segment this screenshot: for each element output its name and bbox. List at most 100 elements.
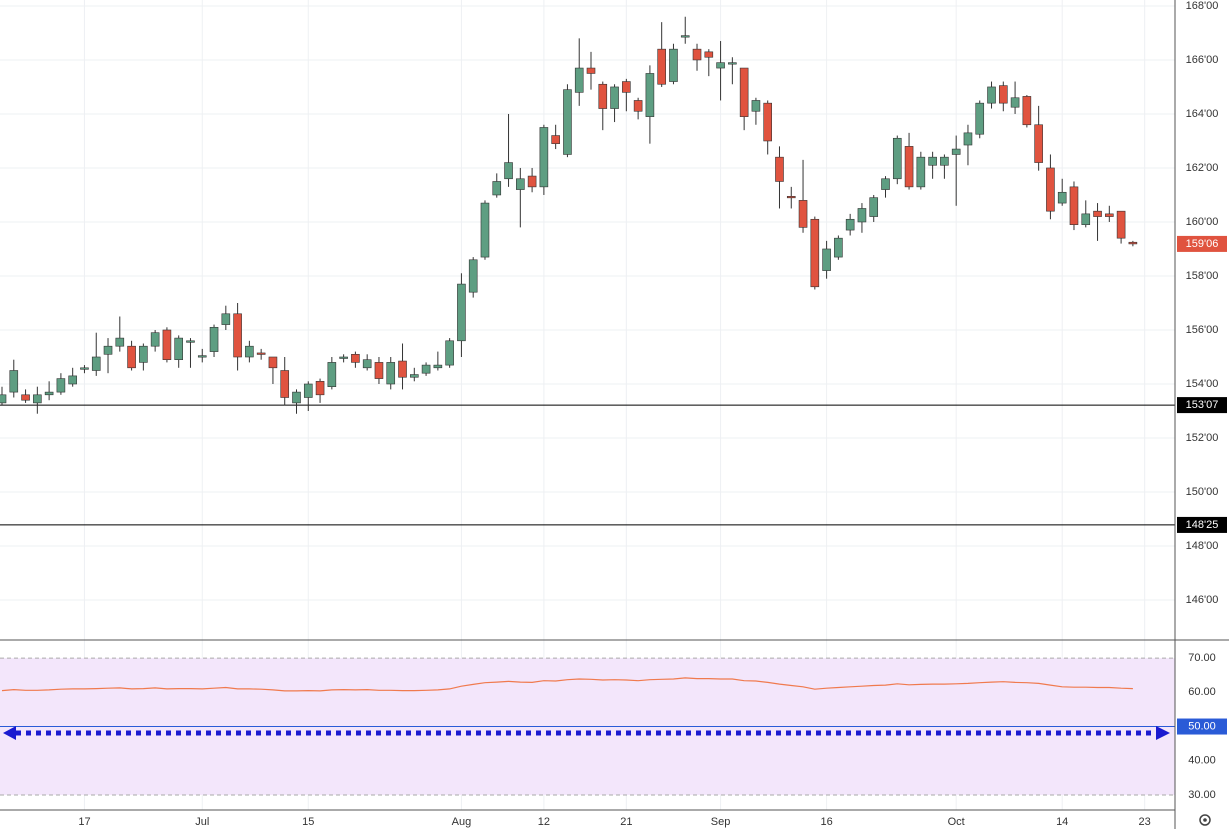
candle-body xyxy=(563,89,572,155)
candle-body xyxy=(362,359,372,369)
candle-body xyxy=(292,391,301,404)
candle-body xyxy=(845,218,855,231)
x-tick-label: Sep xyxy=(711,816,731,828)
candle-body xyxy=(268,356,278,369)
x-tick-label: 17 xyxy=(78,816,90,828)
candle-body xyxy=(245,345,254,358)
candle-body xyxy=(963,132,973,146)
candle-body xyxy=(209,326,219,352)
level-label-box xyxy=(1177,516,1227,533)
gear[interactable] xyxy=(1199,814,1211,826)
candle-body xyxy=(0,394,7,404)
candle-body xyxy=(44,391,54,396)
candle-body xyxy=(103,345,113,355)
x-tick-label: Jul xyxy=(195,816,209,828)
candle-body xyxy=(610,86,619,109)
candle-body xyxy=(692,48,702,61)
candle-body xyxy=(633,100,643,112)
candle-body xyxy=(928,156,937,166)
arrow-head xyxy=(1156,726,1170,740)
candle-body xyxy=(1069,186,1079,225)
candle-body xyxy=(162,329,172,360)
candle-body xyxy=(280,370,290,398)
y-tick-label: 40.00 xyxy=(1188,755,1216,767)
candle-body xyxy=(186,340,195,343)
candle-body xyxy=(492,181,502,196)
candle-body xyxy=(303,383,313,398)
candle-body xyxy=(987,86,996,104)
x-tick-label: 16 xyxy=(820,816,832,828)
candle-body xyxy=(892,137,902,180)
candle-body xyxy=(174,337,183,360)
y-tick-label: 154'00 xyxy=(1186,378,1219,390)
candle-body xyxy=(680,35,690,38)
candle-body xyxy=(598,83,608,109)
candle-body xyxy=(751,100,761,112)
candle-body xyxy=(539,127,549,188)
y-tick-label: 146'00 xyxy=(1186,594,1219,606)
x-tick-label: 14 xyxy=(1056,816,1068,828)
candle-body xyxy=(869,197,879,217)
candle-body xyxy=(975,102,985,135)
candle-body xyxy=(881,178,890,190)
y-tick-label: 156'00 xyxy=(1186,324,1219,336)
level-label: 50.00 xyxy=(1188,720,1216,732)
candle-body xyxy=(574,67,584,93)
last-price-label: 159'06 xyxy=(1186,238,1219,250)
candle-body xyxy=(1116,210,1126,239)
candle-body xyxy=(940,156,949,166)
y-tick-label: 152'00 xyxy=(1186,432,1219,444)
y-tick-label: 148'00 xyxy=(1186,540,1219,552)
candle-body xyxy=(56,378,66,393)
level-label: 153'07 xyxy=(1186,399,1219,411)
level-label: 148'25 xyxy=(1186,519,1219,531)
candle-body xyxy=(21,394,30,401)
candle-body xyxy=(739,67,749,117)
candle-body xyxy=(951,148,961,155)
candle-body xyxy=(197,355,207,358)
candle-body xyxy=(398,360,407,378)
candle-body xyxy=(256,352,266,355)
candle-body xyxy=(586,67,596,74)
candle-body xyxy=(857,208,867,223)
y-tick-label: 164'00 xyxy=(1186,108,1219,120)
x-tick-label: Oct xyxy=(948,816,965,828)
y-tick-label: 70.00 xyxy=(1188,652,1216,664)
candle-body xyxy=(998,85,1008,104)
candle-body xyxy=(1128,241,1138,245)
candle-body xyxy=(657,48,666,85)
candle-body xyxy=(775,156,784,182)
candle-body xyxy=(374,362,384,379)
candle-body xyxy=(351,353,360,363)
candle-body xyxy=(91,356,101,371)
candle-body xyxy=(445,340,454,366)
candle-body xyxy=(315,380,325,396)
candle-body xyxy=(1093,210,1102,217)
candle-body xyxy=(504,162,513,180)
level-label-box xyxy=(1177,718,1227,735)
candle-body xyxy=(127,345,136,369)
candle-body xyxy=(115,337,125,347)
candle-body xyxy=(516,178,525,190)
candle-body xyxy=(480,202,490,258)
settings-icon[interactable] xyxy=(1199,814,1211,826)
candle-body xyxy=(1046,167,1055,212)
y-tick-label: 160'00 xyxy=(1186,216,1219,228)
axes: 17 Jul 15 Aug 12 21 Sep 16 Oct 14 23 146'00 148'00 15… xyxy=(78,0,1227,828)
candle-body xyxy=(916,156,926,188)
candle-body xyxy=(139,345,148,363)
last-price-box xyxy=(1177,235,1227,252)
candle-body xyxy=(669,48,678,82)
x-tick-label: 23 xyxy=(1139,816,1151,828)
y-tick-label: 30.00 xyxy=(1188,789,1216,801)
candle-body xyxy=(233,313,242,358)
x-tick-label: 21 xyxy=(620,816,632,828)
y-tick-label: 166'00 xyxy=(1186,54,1219,66)
candle-body xyxy=(457,283,466,342)
arrow-head xyxy=(3,726,16,740)
candle-body xyxy=(221,313,231,325)
annotation-arrow xyxy=(3,726,1170,740)
gear-center xyxy=(1203,818,1207,822)
rsi-line xyxy=(1,677,1133,692)
